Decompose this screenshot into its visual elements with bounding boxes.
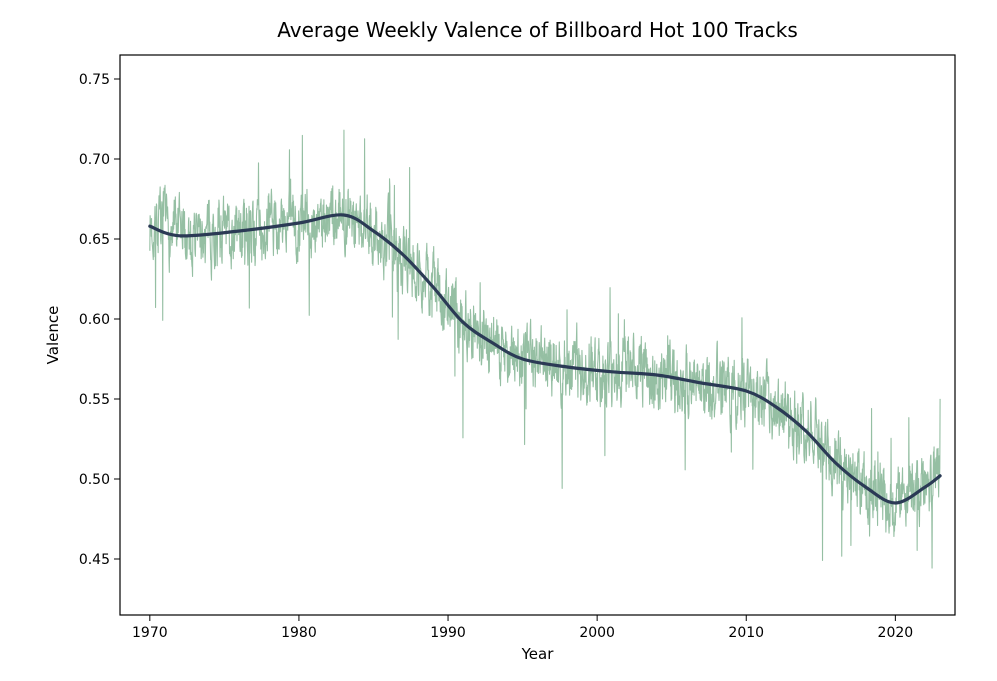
x-axis-label: Year: [521, 645, 555, 663]
x-tick-label: 2010: [728, 625, 764, 641]
weekly-valence-line: [150, 130, 940, 568]
chart-container: Average Weekly Valence of Billboard Hot …: [0, 0, 997, 681]
y-tick-label: 0.45: [79, 552, 110, 568]
x-tick-label: 1970: [132, 625, 168, 641]
x-tick-label: 1980: [281, 625, 317, 641]
y-tick-label: 0.50: [79, 472, 110, 488]
x-axis-ticks: 1970 1980 1990 2000 2010 2020: [132, 615, 913, 641]
plot-border: [120, 55, 955, 615]
chart-title: Average Weekly Valence of Billboard Hot …: [277, 18, 798, 42]
y-tick-label: 0.70: [79, 152, 110, 168]
x-tick-label: 1990: [430, 625, 466, 641]
y-axis-label: Valence: [44, 306, 62, 365]
x-tick-label: 2020: [878, 625, 914, 641]
chart-svg: Average Weekly Valence of Billboard Hot …: [0, 0, 997, 681]
x-tick-label: 2000: [579, 625, 615, 641]
y-tick-label: 0.75: [79, 72, 110, 88]
y-tick-label: 0.65: [79, 232, 110, 248]
y-tick-label: 0.60: [79, 312, 110, 328]
y-tick-label: 0.55: [79, 392, 110, 408]
y-axis-ticks: 0.45 0.50 0.55 0.60 0.65 0.70 0.75: [79, 72, 120, 568]
